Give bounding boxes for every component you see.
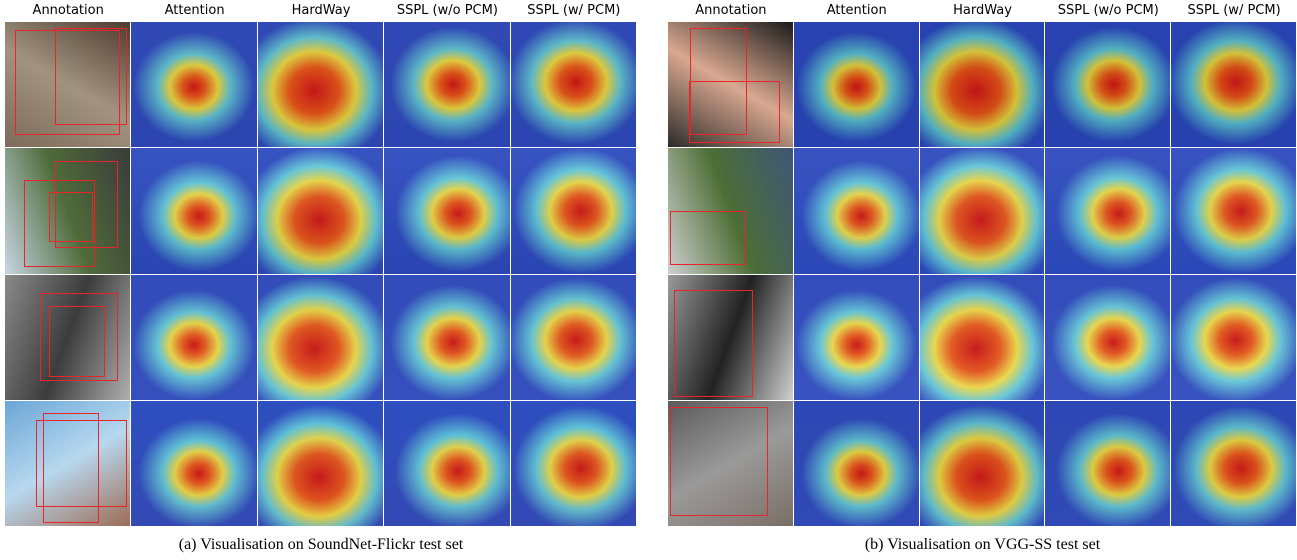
heatmap-image (384, 22, 509, 147)
heatmap-image (258, 22, 383, 147)
column-header: Annotation (668, 3, 794, 18)
heatmap-image (794, 148, 919, 273)
annotation-image (668, 275, 793, 400)
annotation-image (668, 401, 793, 526)
column-header: Annotation (5, 3, 131, 18)
heatmap-image (131, 275, 256, 400)
annotation-image (5, 401, 130, 526)
column-header: SSPL (w/o PCM) (1045, 3, 1171, 18)
heatmap-image (1045, 148, 1170, 273)
heatmap-image (131, 401, 256, 526)
heatmap-image (1045, 22, 1170, 147)
heatmap-image (920, 275, 1045, 400)
bounding-box (689, 81, 780, 144)
column-header: SSPL (w/o PCM) (384, 3, 510, 18)
heatmap-image (1171, 22, 1296, 147)
figure: AnnotationAttentionHardWaySSPL (w/o PCM)… (0, 0, 1297, 560)
bounding-box (49, 192, 93, 242)
heatmap-image (511, 148, 636, 273)
heatmap-image (920, 148, 1045, 273)
annotation-image (5, 22, 130, 147)
heatmap-image (1045, 275, 1170, 400)
heatmap-image (258, 275, 383, 400)
bounding-box (674, 290, 753, 398)
annotation-image (668, 148, 793, 273)
bounding-box (55, 28, 126, 124)
column-header: SSPL (w/ PCM) (511, 3, 637, 18)
annotation-image (5, 275, 130, 400)
column-header: HardWay (920, 3, 1046, 18)
bounding-box (670, 211, 745, 265)
caption: (a) Visualisation on SoundNet-Flickr tes… (5, 536, 637, 554)
column-header: Attention (131, 3, 257, 18)
heatmap-image (258, 148, 383, 273)
column-header: Attention (794, 3, 920, 18)
heatmap-image (258, 401, 383, 526)
heatmap-image (384, 401, 509, 526)
heatmap-image (511, 22, 636, 147)
heatmap-image (1045, 401, 1170, 526)
annotation-image (668, 22, 793, 147)
bounding-box (43, 413, 99, 523)
heatmap-image (384, 148, 509, 273)
bounding-box (49, 306, 105, 377)
bounding-box (670, 407, 767, 516)
column-header: SSPL (w/ PCM) (1171, 3, 1297, 18)
heatmap-image (511, 401, 636, 526)
heatmap-image (794, 22, 919, 147)
caption: (b) Visualisation on VGG-SS test set (668, 536, 1297, 554)
heatmap-image (131, 148, 256, 273)
heatmap-image (1171, 275, 1296, 400)
heatmap-image (1171, 148, 1296, 273)
heatmap-image (920, 22, 1045, 147)
column-header: HardWay (258, 3, 384, 18)
heatmap-image (920, 401, 1045, 526)
heatmap-image (794, 275, 919, 400)
heatmap-image (131, 22, 256, 147)
heatmap-image (511, 275, 636, 400)
heatmap-image (384, 275, 509, 400)
heatmap-image (794, 401, 919, 526)
annotation-image (5, 148, 130, 273)
heatmap-image (1171, 401, 1296, 526)
